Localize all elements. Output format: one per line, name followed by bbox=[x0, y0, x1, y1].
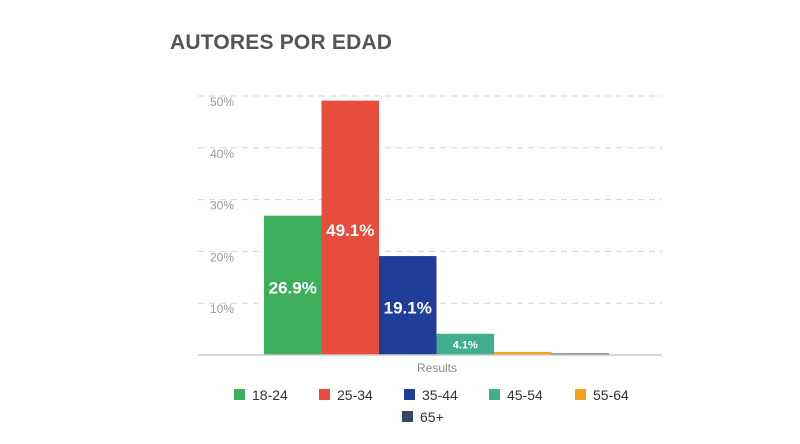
bar-65+ bbox=[551, 353, 609, 355]
y-tick-label: 10% bbox=[210, 302, 234, 316]
y-tick-label: 40% bbox=[210, 147, 234, 161]
legend-swatch bbox=[404, 389, 415, 400]
bar-35-44 bbox=[379, 256, 437, 355]
legend-swatch bbox=[319, 389, 330, 400]
bar-data-label: 49.1% bbox=[326, 221, 374, 240]
y-axis-ticks: 10% 20% 30% 40% 50% bbox=[210, 95, 234, 316]
legend-swatch bbox=[402, 411, 413, 422]
y-tick-label: 20% bbox=[210, 250, 234, 264]
legend-swatch bbox=[489, 389, 500, 400]
legend-item-label: 18-24 bbox=[252, 387, 288, 403]
y-tick-label: 30% bbox=[210, 199, 234, 213]
legend-item-label: 55-64 bbox=[593, 387, 629, 403]
bar-data-label: 4.1% bbox=[453, 339, 478, 351]
legend-swatch bbox=[575, 389, 586, 400]
bar-18-24 bbox=[264, 215, 322, 355]
bar-25-34 bbox=[321, 100, 379, 355]
bar-45-54 bbox=[436, 333, 494, 355]
chart-title: AUTORES POR EDAD bbox=[170, 31, 393, 54]
bar-data-label: 19.1% bbox=[384, 299, 432, 318]
legend-item-label: 45-54 bbox=[507, 387, 543, 403]
legend-item-label: 25-34 bbox=[337, 387, 373, 403]
y-tick-label: 50% bbox=[210, 95, 234, 109]
bar-data-label: 26.9% bbox=[269, 278, 317, 297]
bar-55-64 bbox=[494, 351, 552, 355]
legend-swatch bbox=[234, 389, 245, 400]
legend-item-label: 65+ bbox=[420, 409, 444, 425]
legend: 18-24 25-34 35-44 45-54 55-64 65+ bbox=[234, 387, 629, 425]
x-axis-label: Results bbox=[417, 361, 457, 375]
legend-item-label: 35-44 bbox=[422, 387, 458, 403]
bars: 26.9% 49.1% 19.1% 4.1% bbox=[264, 100, 609, 355]
